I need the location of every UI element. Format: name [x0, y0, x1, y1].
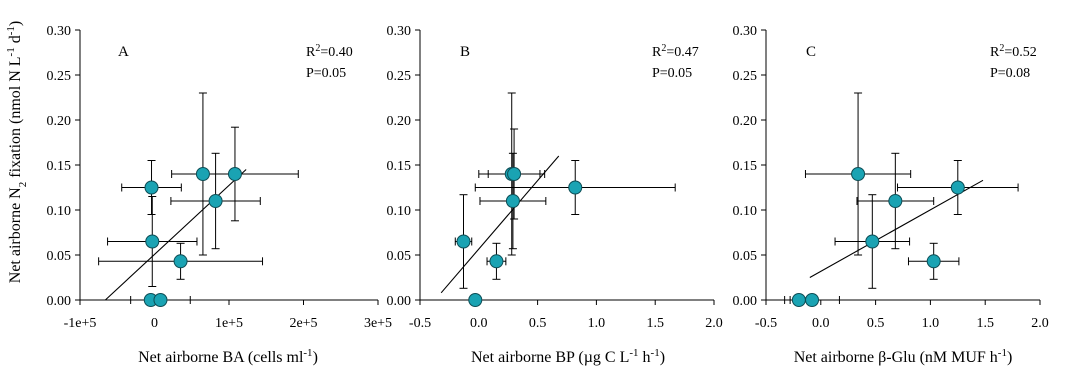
panel-letter: C	[806, 44, 816, 60]
x-tick-label: -0.5	[409, 316, 431, 331]
x-tick-label: 1.5	[976, 316, 994, 331]
data-point	[568, 180, 583, 195]
x-tick-label: -1e+5	[64, 316, 97, 331]
data-point	[456, 234, 471, 249]
y-tick-label: 0.05	[47, 249, 72, 264]
panel-a: A R2=0.40 P=0.05 Net airborne BA (cells …	[47, 24, 393, 366]
data-point	[153, 293, 168, 307]
p-value-label: P=0.08	[990, 66, 1030, 81]
y-tick-label: 0.15	[47, 159, 72, 174]
data-point	[173, 254, 188, 269]
data-point	[208, 194, 223, 208]
data-point	[145, 234, 160, 249]
x-tick-label: 2.0	[705, 316, 723, 331]
x-tick-label: -0.5	[755, 316, 777, 331]
panel-letter: B	[460, 44, 470, 60]
y-tick-label: 0.20	[47, 114, 72, 129]
panel-c: C R2=0.52 P=0.08 Net airborne β-Glu (nM …	[733, 24, 1049, 366]
y-tick-label: 0.00	[733, 294, 758, 309]
y-tick-label: 0.10	[47, 204, 72, 219]
x-tick-label: 1.0	[588, 316, 606, 331]
data-point	[507, 167, 522, 181]
y-tick-label: 0.20	[733, 114, 758, 129]
y-axis-title: Net airborne N2 fixation (nmol N L-1 d-1…	[5, 21, 29, 283]
p-value-label: P=0.05	[306, 66, 346, 81]
y-tick-label: 0.15	[387, 159, 412, 174]
x-tick-label: 0.0	[812, 316, 830, 331]
data-point	[888, 194, 903, 208]
y-tick-label: 0.30	[47, 24, 72, 39]
x-axis-title: Net airborne BP (µg C L-1 h-1)	[471, 347, 665, 366]
r-squared-label: R2=0.40	[306, 43, 353, 61]
y-tick-label: 0.00	[387, 294, 412, 309]
p-value-label: P=0.05	[652, 66, 692, 81]
y-tick-label: 0.25	[47, 69, 72, 84]
y-tick-label: 0.15	[733, 159, 758, 174]
x-tick-label: 2.0	[1031, 316, 1049, 331]
regression-line	[809, 179, 984, 278]
y-tick-label: 0.20	[387, 114, 412, 129]
x-tick-label: 0.5	[867, 316, 885, 331]
data-point	[144, 180, 159, 195]
y-tick-label: 0.30	[733, 24, 758, 39]
y-tick-label: 0.00	[47, 294, 72, 309]
x-axis-title: Net airborne β-Glu (nM MUF h-1)	[794, 347, 1013, 366]
data-point	[489, 254, 504, 269]
y-tick-label: 0.10	[733, 204, 758, 219]
panel-b: B R2=0.47 P=0.05 Net airborne BP (µg C L…	[387, 24, 723, 366]
data-point	[195, 167, 210, 181]
x-tick-label: 0.0	[470, 316, 488, 331]
data-point	[805, 293, 820, 307]
x-tick-label: 3e+5	[364, 316, 392, 331]
panel-letter: A	[118, 44, 129, 60]
y-tick-label: 0.10	[387, 204, 412, 219]
data-point	[851, 167, 866, 181]
data-point	[227, 167, 242, 181]
data-point	[505, 194, 520, 208]
x-axis-title: Net airborne BA (cells ml-1)	[138, 347, 318, 366]
y-tick-label: 0.25	[387, 69, 412, 84]
data-point	[865, 234, 880, 249]
x-tick-label: 1e+5	[215, 316, 243, 331]
y-tick-label: 0.30	[387, 24, 412, 39]
x-tick-label: 0	[151, 316, 158, 331]
x-tick-label: 1.5	[646, 316, 664, 331]
x-tick-label: 2e+5	[289, 316, 317, 331]
y-tick-label: 0.05	[387, 249, 412, 264]
regression-line	[104, 169, 247, 301]
x-tick-label: 0.5	[529, 316, 547, 331]
r-squared-label: R2=0.52	[990, 43, 1037, 61]
data-point	[926, 254, 941, 269]
data-point	[468, 293, 483, 307]
data-point	[950, 180, 965, 195]
data-point	[791, 293, 806, 307]
r-squared-label: R2=0.47	[652, 43, 699, 61]
regression-line	[440, 155, 560, 294]
y-tick-label: 0.25	[733, 69, 758, 84]
x-tick-label: 1.0	[922, 316, 940, 331]
y-tick-label: 0.05	[733, 249, 758, 264]
